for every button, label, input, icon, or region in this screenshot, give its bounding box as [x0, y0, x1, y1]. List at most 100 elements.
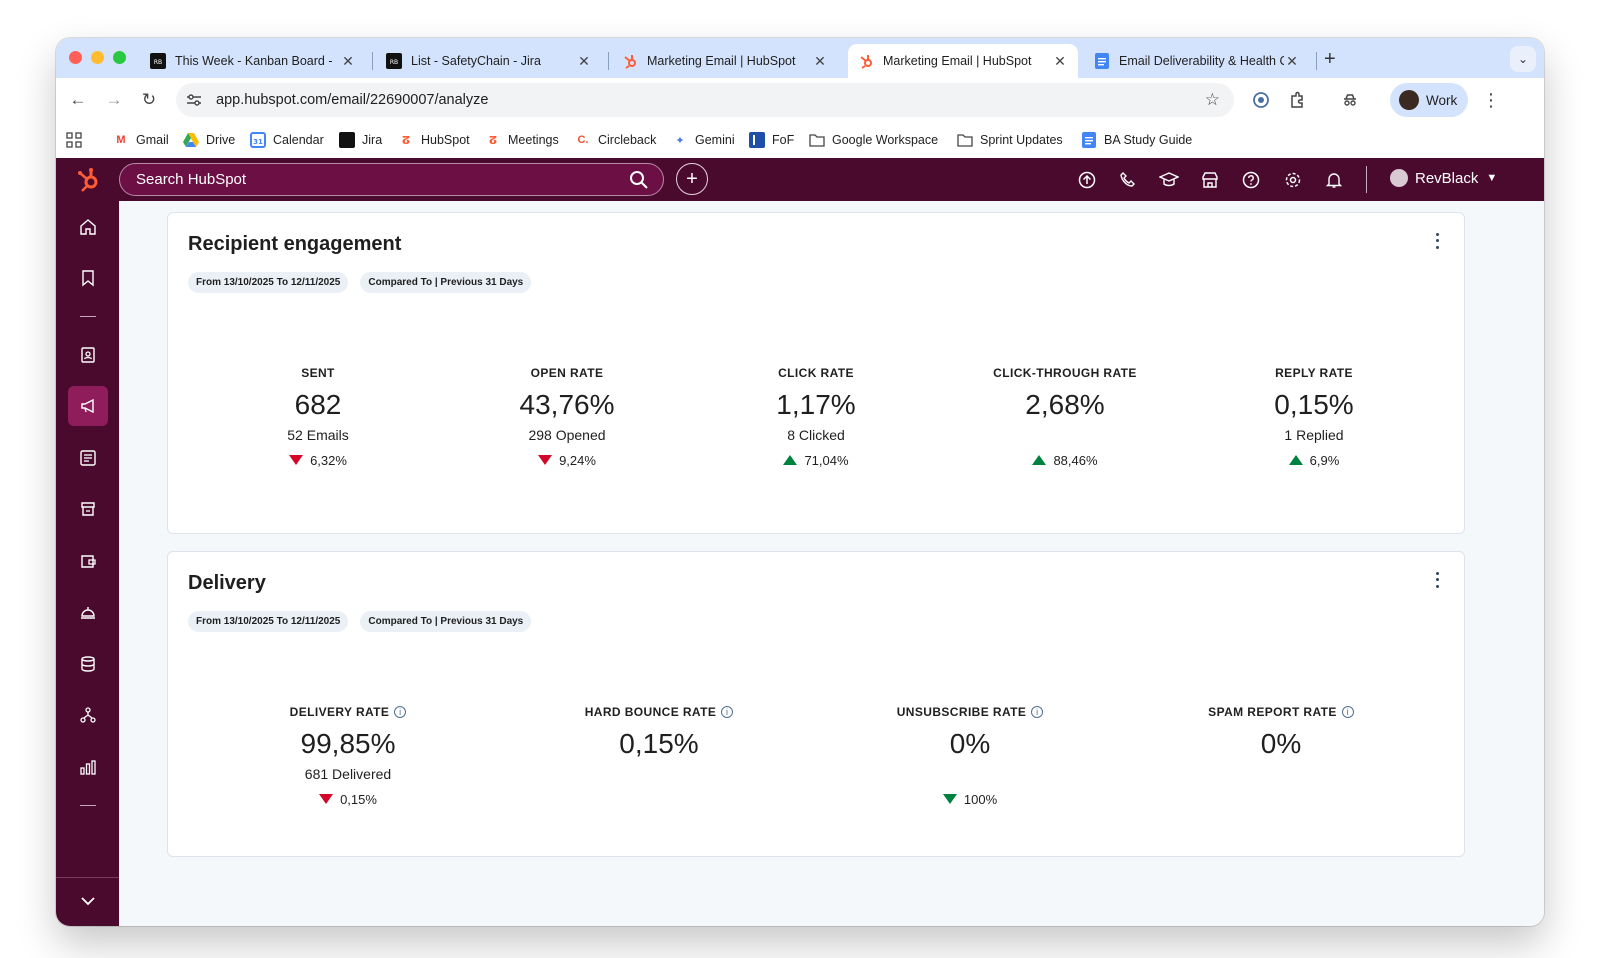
- info-icon[interactable]: i: [721, 706, 734, 718]
- minimize-window-button[interactable]: [91, 51, 104, 64]
- tab-hubspot-email-active[interactable]: Marketing Email | HubSpot ✕: [848, 44, 1078, 78]
- sidebar-reporting-chart-icon[interactable]: [68, 747, 108, 787]
- sidebar-automation-icon[interactable]: [68, 695, 108, 735]
- close-tab-icon[interactable]: ✕: [1054, 52, 1066, 69]
- google-docs-icon: [1094, 53, 1110, 69]
- close-window-button[interactable]: [69, 51, 82, 64]
- account-menu[interactable]: RevBlack ▼: [1390, 169, 1497, 187]
- close-tab-icon[interactable]: ✕: [578, 52, 590, 69]
- sidebar-contacts-icon[interactable]: [68, 335, 108, 375]
- metric-value: 43,76%: [519, 389, 615, 420]
- hubspot-favicon-icon: [858, 53, 874, 69]
- bookmark-sprint-updates[interactable]: Sprint Updates: [957, 130, 1063, 150]
- address-bar[interactable]: app.hubspot.com/email/22690007/analyze ☆: [176, 83, 1234, 117]
- bookmark-gemini[interactable]: ✦ Gemini: [672, 130, 734, 150]
- bookmark-label: Jira: [362, 133, 383, 147]
- info-icon[interactable]: i: [394, 706, 407, 718]
- bookmark-calendar[interactable]: 31 Calendar: [250, 130, 324, 150]
- decrease-arrow-icon: [942, 794, 957, 804]
- metric-label: CLICK-THROUGH RATE: [993, 366, 1137, 380]
- profile-button[interactable]: Work: [1390, 83, 1468, 117]
- incognito-icon[interactable]: [1339, 89, 1361, 111]
- user-avatar-icon: [1390, 169, 1408, 187]
- bookmark-star-icon[interactable]: ☆: [1204, 90, 1220, 109]
- sidebar-commerce-icon[interactable]: [68, 489, 108, 529]
- help-icon[interactable]: [1241, 170, 1261, 190]
- maximize-window-button[interactable]: [113, 51, 126, 64]
- create-plus-button[interactable]: +: [676, 163, 708, 195]
- site-settings-icon[interactable]: [186, 93, 204, 107]
- svg-text:RB: RB: [390, 59, 398, 66]
- close-tab-icon[interactable]: ✕: [1286, 52, 1298, 69]
- comparison-chip[interactable]: Compared To | Previous 31 Days: [360, 272, 532, 293]
- back-arrow-icon[interactable]: ←: [69, 90, 87, 109]
- tab-hubspot-email[interactable]: Marketing Email | HubSpot ✕: [612, 44, 838, 78]
- bookmark-meetings[interactable]: ⵒ Meetings: [485, 130, 559, 150]
- bookmark-ba-study-guide[interactable]: BA Study Guide: [1081, 130, 1192, 150]
- hubspot-search-input[interactable]: Search HubSpot: [119, 163, 664, 196]
- metric-label: REPLY RATE: [1275, 366, 1353, 380]
- delta-value: 88,46%: [1053, 452, 1098, 468]
- recipient-engagement-card: Recipient engagement From 13/10/2025 To …: [167, 212, 1465, 534]
- phone-icon[interactable]: [1118, 170, 1138, 190]
- info-icon[interactable]: i: [1031, 706, 1044, 718]
- svg-text:31: 31: [253, 138, 263, 146]
- svg-text:RB: RB: [154, 59, 162, 66]
- sidebar-expand-chevron-icon[interactable]: [68, 881, 108, 921]
- bookmark-circleback[interactable]: C. Circleback: [575, 130, 657, 150]
- bookmark-fof[interactable]: FoF: [749, 130, 794, 150]
- close-tab-icon[interactable]: ✕: [342, 52, 354, 69]
- tab-title: List - SafetyChain - Jira: [411, 54, 541, 68]
- upgrade-arrow-icon[interactable]: [1077, 170, 1097, 190]
- comparison-chip[interactable]: Compared To | Previous 31 Days: [360, 611, 532, 632]
- decrease-arrow-icon: [319, 794, 334, 804]
- metric-value: 0,15%: [619, 728, 699, 759]
- date-range-chip[interactable]: From 13/10/2025 To 12/11/2025: [188, 611, 349, 632]
- notifications-bell-icon[interactable]: [1324, 170, 1344, 190]
- extension-icon[interactable]: [1250, 89, 1272, 111]
- academy-cap-icon[interactable]: [1159, 170, 1179, 190]
- metric-delivery-rate: DELIVERY RATE i 99,85% 681 Delivered 0,15…: [228, 704, 468, 808]
- tab-search-chevron-icon[interactable]: ⌄: [1510, 46, 1536, 72]
- sidebar-bookmarks-icon[interactable]: [68, 258, 108, 298]
- sidebar-service-icon[interactable]: [68, 592, 108, 632]
- sidebar-sales-wallet-icon[interactable]: [68, 541, 108, 581]
- date-range-chip[interactable]: From 13/10/2025 To 12/11/2025: [188, 272, 349, 293]
- metric-delta: 9,24%: [447, 451, 687, 469]
- settings-gear-icon[interactable]: [1283, 170, 1303, 190]
- bookmark-label: HubSpot: [421, 133, 470, 147]
- metric-value: 0,15%: [1274, 389, 1354, 420]
- tab-jira[interactable]: RB List - SafetyChain - Jira ✕: [376, 44, 602, 78]
- increase-arrow-icon: [783, 455, 798, 465]
- sidebar-home-icon[interactable]: [68, 207, 108, 247]
- bookmark-hubspot[interactable]: ⵒ HubSpot: [398, 130, 470, 150]
- folder-icon: [809, 132, 825, 148]
- url-text[interactable]: app.hubspot.com/email/22690007/analyze: [216, 92, 489, 108]
- close-tab-icon[interactable]: ✕: [814, 52, 826, 69]
- bookmark-jira[interactable]: Jira: [339, 130, 382, 150]
- more-menu-icon[interactable]: ⋮: [1482, 89, 1500, 110]
- tab-email-deliverability[interactable]: Email Deliverability & Health C ✕: [1084, 44, 1310, 78]
- new-tab-button[interactable]: +: [1324, 48, 1336, 70]
- bookmark-gmail[interactable]: M Gmail: [113, 130, 168, 150]
- card-more-menu-icon[interactable]: [1432, 570, 1442, 590]
- sidebar-data-database-icon[interactable]: [68, 644, 108, 684]
- bookmark-drive[interactable]: Drive: [183, 130, 235, 150]
- tab-kanban[interactable]: RB This Week - Kanban Board - ✕: [140, 44, 366, 78]
- bookmark-label: Circleback: [598, 133, 657, 147]
- sidebar-marketing-megaphone-icon[interactable]: [68, 386, 108, 426]
- bookmark-google-workspace[interactable]: Google Workspace: [809, 130, 938, 150]
- card-more-menu-icon[interactable]: [1432, 231, 1442, 251]
- metric-subtext: [850, 766, 1090, 784]
- hubspot-logo-icon[interactable]: [76, 167, 102, 193]
- reload-icon[interactable]: ↻: [141, 90, 157, 109]
- info-icon[interactable]: i: [1341, 706, 1354, 718]
- puzzle-extensions-icon[interactable]: [1286, 89, 1308, 111]
- hubspot-favicon-icon: [622, 53, 638, 69]
- sidebar-content-icon[interactable]: [68, 438, 108, 478]
- marketplace-store-icon[interactable]: [1200, 170, 1220, 190]
- forward-arrow-icon[interactable]: →: [105, 90, 123, 109]
- search-icon[interactable]: [629, 170, 649, 194]
- search-placeholder: Search HubSpot: [136, 171, 247, 188]
- apps-grid-icon[interactable]: [66, 130, 82, 150]
